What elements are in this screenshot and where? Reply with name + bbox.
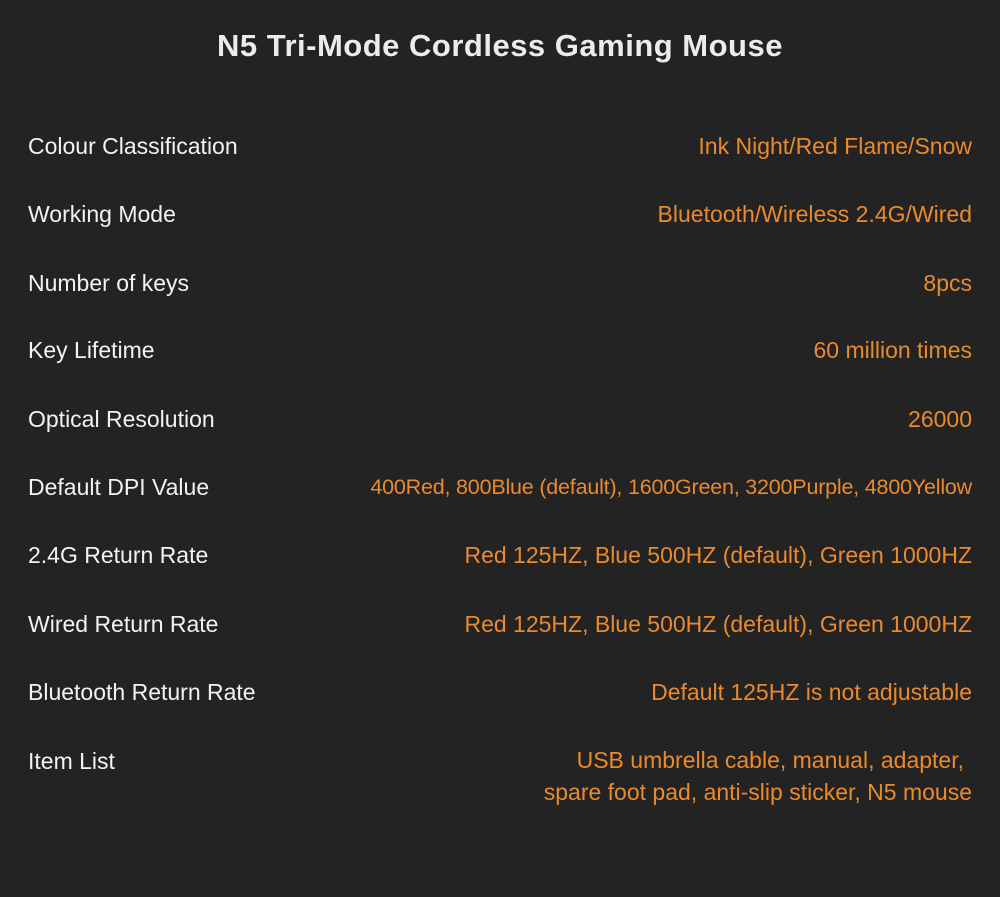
spec-value: Red 125HZ, Blue 500HZ (default), Green 1…	[464, 542, 972, 568]
spec-label: Number of keys	[28, 270, 190, 296]
spec-value: 400Red, 800Blue (default), 1600Green, 32…	[370, 475, 972, 499]
spec-value: Bluetooth/Wireless 2.4G/Wired	[657, 201, 972, 227]
spec-value: Default 125HZ is not adjustable	[651, 679, 972, 705]
item-list-line: spare foot pad, anti-slip sticker, N5 mo…	[543, 779, 972, 805]
spec-value: 8pcs	[923, 270, 972, 296]
spec-row-default-dpi-value: Default DPI Value 400Red, 800Blue (defau…	[28, 470, 972, 506]
spec-label: Working Mode	[28, 201, 176, 227]
spec-value: Red 125HZ, Blue 500HZ (default), Green 1…	[464, 611, 972, 637]
spec-label: Key Lifetime	[28, 337, 155, 363]
spec-row-optical-resolution: Optical Resolution 26000	[28, 402, 972, 438]
spec-label: Wired Return Rate	[28, 611, 219, 637]
spec-label: Default DPI Value	[28, 474, 210, 500]
spec-label: Optical Resolution	[28, 406, 215, 432]
spec-row-key-lifetime: Key Lifetime 60 million times	[28, 333, 972, 369]
spec-row-number-of-keys: Number of keys 8pcs	[28, 266, 972, 302]
spec-label: Colour Classification	[28, 133, 238, 159]
spec-value: 60 million times	[813, 337, 973, 363]
spec-label: 2.4G Return Rate	[28, 542, 209, 568]
spec-row-working-mode: Working Mode Bluetooth/Wireless 2.4G/Wir…	[28, 197, 972, 233]
spec-row-colour-classification: Colour Classification Ink Night/Red Flam…	[28, 129, 972, 165]
spec-row-wired-return-rate: Wired Return Rate Red 125HZ, Blue 500HZ …	[28, 607, 972, 643]
spec-row-item-list: Item List USB umbrella cable, manual, ad…	[28, 744, 972, 812]
page-title: N5 Tri-Mode Cordless Gaming Mouse	[217, 28, 783, 63]
spec-row-bluetooth-return-rate: Bluetooth Return Rate Default 125HZ is n…	[28, 675, 972, 711]
spec-value: 26000	[908, 406, 972, 432]
spec-value: USB umbrella cable, manual, adapter, spa…	[544, 744, 972, 808]
item-list-line: USB umbrella cable, manual, adapter,	[576, 747, 964, 773]
spec-value: Ink Night/Red Flame/Snow	[698, 133, 972, 159]
spec-row-2-4g-return-rate: 2.4G Return Rate Red 125HZ, Blue 500HZ (…	[28, 538, 972, 574]
spec-label: Bluetooth Return Rate	[28, 679, 256, 705]
spec-label: Item List	[28, 748, 115, 774]
